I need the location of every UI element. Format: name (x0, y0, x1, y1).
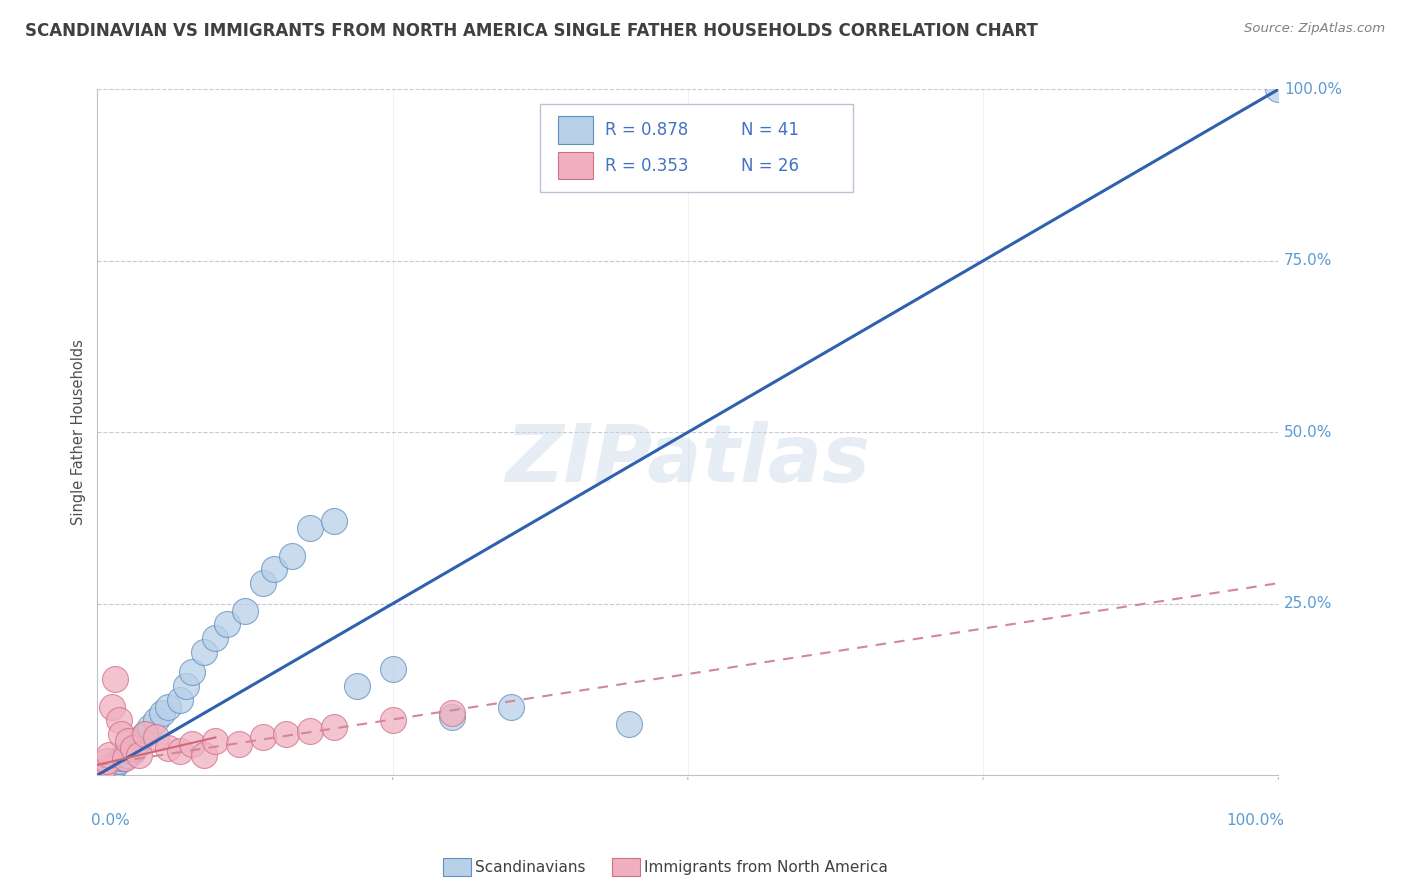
Point (100, 761, 122, 775)
Point (440, 710, 463, 724)
Text: N = 41: N = 41 (741, 120, 799, 139)
Point (139, 720, 162, 734)
Point (281, 549, 304, 563)
Point (91, 761, 114, 775)
Point (128, 747, 150, 762)
Point (98, 747, 121, 762)
Point (131, 731, 153, 745)
Text: Source: ZipAtlas.com: Source: ZipAtlas.com (1244, 22, 1385, 36)
Point (90, 764, 112, 779)
Point (617, 716, 640, 731)
Point (174, 679, 197, 693)
Text: Scandinavians: Scandinavians (475, 860, 586, 874)
Point (110, 751, 132, 765)
Point (381, 662, 404, 676)
Point (157, 740, 180, 755)
Point (117, 734, 139, 748)
Point (120, 744, 142, 758)
Point (134, 727, 156, 741)
Point (252, 576, 274, 591)
Y-axis label: Single Father Households: Single Father Households (72, 339, 86, 525)
Text: R = 0.878: R = 0.878 (605, 120, 689, 139)
Point (322, 515, 344, 529)
Point (233, 604, 256, 618)
Point (134, 727, 156, 741)
Point (121, 744, 143, 758)
Point (107, 755, 129, 769)
Point (228, 737, 250, 751)
Point (101, 757, 124, 772)
Point (114, 747, 136, 762)
Point (98, 763, 121, 777)
FancyBboxPatch shape (540, 104, 853, 193)
Point (180, 665, 202, 680)
Point (104, 672, 127, 686)
Point (128, 734, 150, 748)
Point (112, 751, 135, 765)
Text: 100.0%: 100.0% (1226, 813, 1284, 828)
Point (252, 731, 274, 745)
Point (276, 727, 298, 741)
Point (107, 714, 129, 728)
Bar (558, 152, 593, 179)
Point (298, 521, 321, 535)
Point (96, 755, 118, 769)
Point (499, 699, 522, 714)
Point (169, 692, 191, 706)
Bar (558, 116, 593, 144)
Text: 25.0%: 25.0% (1284, 596, 1333, 611)
Point (1267, 82, 1289, 96)
Point (180, 737, 202, 751)
Point (114, 751, 136, 765)
Point (100, 699, 122, 714)
Point (169, 744, 191, 758)
Point (94, 764, 117, 779)
Point (204, 734, 226, 748)
Point (96, 764, 118, 778)
Point (298, 723, 321, 738)
Point (322, 720, 344, 734)
Point (145, 731, 167, 745)
Text: 75.0%: 75.0% (1284, 253, 1333, 268)
Point (346, 679, 368, 693)
Text: R = 0.353: R = 0.353 (605, 156, 689, 175)
Point (263, 562, 285, 576)
Point (193, 747, 215, 762)
Text: N = 26: N = 26 (741, 156, 799, 175)
Point (124, 740, 146, 755)
Point (121, 740, 143, 755)
Point (157, 699, 180, 714)
Point (204, 631, 226, 645)
Text: 50.0%: 50.0% (1284, 425, 1333, 440)
Point (150, 706, 173, 721)
Point (110, 727, 132, 741)
Point (104, 757, 127, 772)
Point (381, 714, 404, 728)
Point (91, 764, 114, 779)
Text: 100.0%: 100.0% (1284, 82, 1343, 97)
Point (145, 714, 167, 728)
Point (107, 755, 129, 769)
Point (440, 706, 463, 721)
Point (117, 747, 139, 762)
Text: ZIPatlas: ZIPatlas (505, 421, 870, 499)
Point (217, 617, 239, 632)
Text: 0.0%: 0.0% (91, 813, 131, 828)
Point (193, 645, 215, 659)
Text: Immigrants from North America: Immigrants from North America (644, 860, 887, 874)
Text: SCANDINAVIAN VS IMMIGRANTS FROM NORTH AMERICA SINGLE FATHER HOUSEHOLDS CORRELATI: SCANDINAVIAN VS IMMIGRANTS FROM NORTH AM… (25, 22, 1038, 40)
